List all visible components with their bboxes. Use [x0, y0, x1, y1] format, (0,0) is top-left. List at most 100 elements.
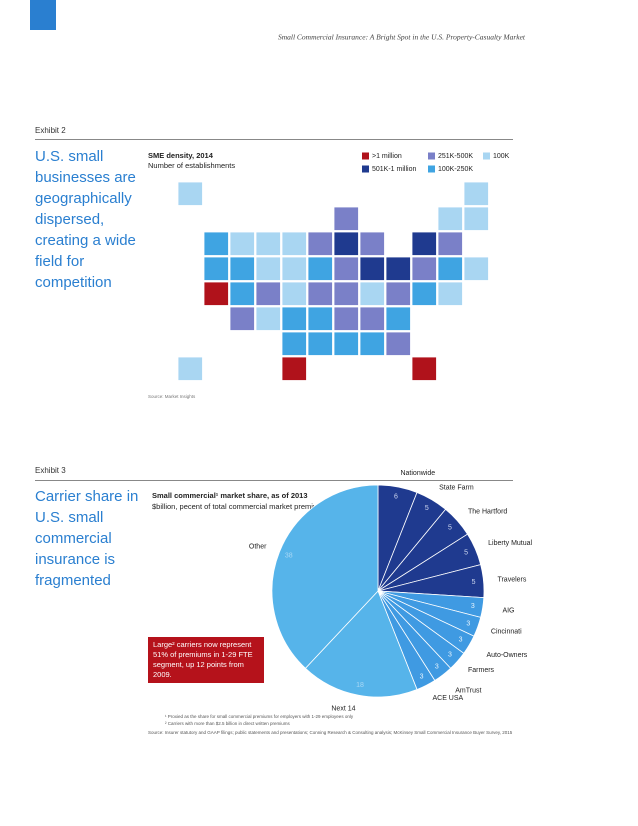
value-label: 3 [435, 664, 439, 671]
pie-slice [271, 484, 379, 669]
exhibit-label: Exhibit 2 [35, 126, 66, 135]
state [307, 281, 333, 306]
state [359, 231, 385, 256]
value-label: 3 [448, 651, 452, 658]
state [385, 281, 411, 306]
map: >1 million 501K-1 million 251K-500K 100K-25… [177, 152, 510, 381]
state [359, 281, 385, 306]
callout: Large² carriers now represent 51% of pre… [148, 637, 264, 683]
category-label: AmTrust [455, 687, 481, 694]
legend-label: 100K-250K [438, 166, 473, 173]
state [307, 306, 333, 331]
category-label: Liberty Mutual [488, 540, 532, 547]
state [385, 331, 411, 356]
category-label: The Hartford [468, 508, 507, 515]
value-label: 3 [471, 603, 475, 610]
state [281, 281, 307, 306]
category-label: Next 14 [331, 706, 355, 713]
running-header: Small Commercial Insurance: A Bright Spo… [278, 33, 526, 42]
pie: 6 Nationwide 5 State Farm 5 The Hartford 5 Libe… [249, 470, 533, 713]
state [255, 231, 281, 256]
state [255, 256, 281, 281]
value-label: 38 [285, 553, 293, 560]
state [229, 281, 255, 306]
exhibit-label: Exhibit 3 [35, 466, 66, 475]
state [359, 256, 385, 281]
category-label: State Farm [439, 485, 474, 492]
page-number: 6 [41, 30, 46, 39]
state [411, 356, 437, 381]
state [281, 231, 307, 256]
state [255, 281, 281, 306]
footnote: ² Carriers with more than $2.5 billion i… [165, 721, 290, 726]
pie-subtitle: $billion, pecent of total commercial mar… [152, 502, 323, 511]
state [281, 356, 307, 381]
value-label: 3 [420, 673, 424, 680]
state [307, 256, 333, 281]
category-label: Other [249, 544, 267, 551]
source: Source: Insurer statutory and GAAP filin… [148, 730, 513, 735]
state [255, 306, 281, 331]
state [229, 256, 255, 281]
value-label: 3 [466, 620, 470, 627]
pie-slice [304, 590, 418, 698]
state [463, 181, 489, 206]
state [177, 181, 203, 206]
state [333, 331, 359, 356]
state [359, 331, 385, 356]
state [359, 306, 385, 331]
map-source: Source: Market Insights [148, 394, 196, 399]
category-label: AIG [502, 608, 514, 615]
value-label: 5 [448, 524, 452, 531]
state [307, 231, 333, 256]
state [333, 231, 359, 256]
state [333, 206, 359, 231]
category-label: Travelers [497, 577, 526, 584]
state [385, 306, 411, 331]
legend-swatch [362, 152, 369, 160]
state [203, 281, 229, 306]
state [437, 206, 463, 231]
state [281, 256, 307, 281]
state [463, 206, 489, 231]
state [333, 256, 359, 281]
state [385, 256, 411, 281]
rule [35, 480, 513, 481]
state [437, 256, 463, 281]
state [411, 281, 437, 306]
heading: Carrier share in U.S. small commercial i… [35, 488, 139, 589]
state [307, 331, 333, 356]
state [177, 356, 203, 381]
heading: U.S. small businesses are geographically… [35, 148, 136, 291]
legend-label: 251K-500K [438, 153, 473, 160]
value-label: 6 [394, 494, 398, 501]
category-label: Nationwide [400, 470, 435, 477]
category-label: Farmers [468, 667, 495, 674]
state [203, 256, 229, 281]
value-label: 5 [425, 505, 429, 512]
legend-swatch [428, 165, 435, 173]
legend-swatch [362, 165, 369, 173]
legend-label: 501K-1 million [372, 166, 416, 173]
legend-label: 100K [493, 153, 510, 160]
category-label: ACE USA [432, 695, 463, 702]
state [411, 256, 437, 281]
state [281, 331, 307, 356]
pie-title: Small commercial¹ market share, as of 20… [152, 491, 308, 500]
category-label: Auto-Owners [486, 652, 527, 659]
value-label: 5 [464, 550, 468, 557]
value-label: 5 [472, 579, 476, 586]
category-label: Cincinnati [491, 628, 522, 635]
rule [35, 139, 513, 140]
map-subtitle: Number of establishments [148, 161, 235, 170]
state [437, 281, 463, 306]
state [333, 306, 359, 331]
state [281, 306, 307, 331]
value-label: 18 [356, 682, 364, 689]
legend-swatch [483, 152, 490, 160]
state [463, 256, 489, 281]
state [333, 281, 359, 306]
state [229, 231, 255, 256]
